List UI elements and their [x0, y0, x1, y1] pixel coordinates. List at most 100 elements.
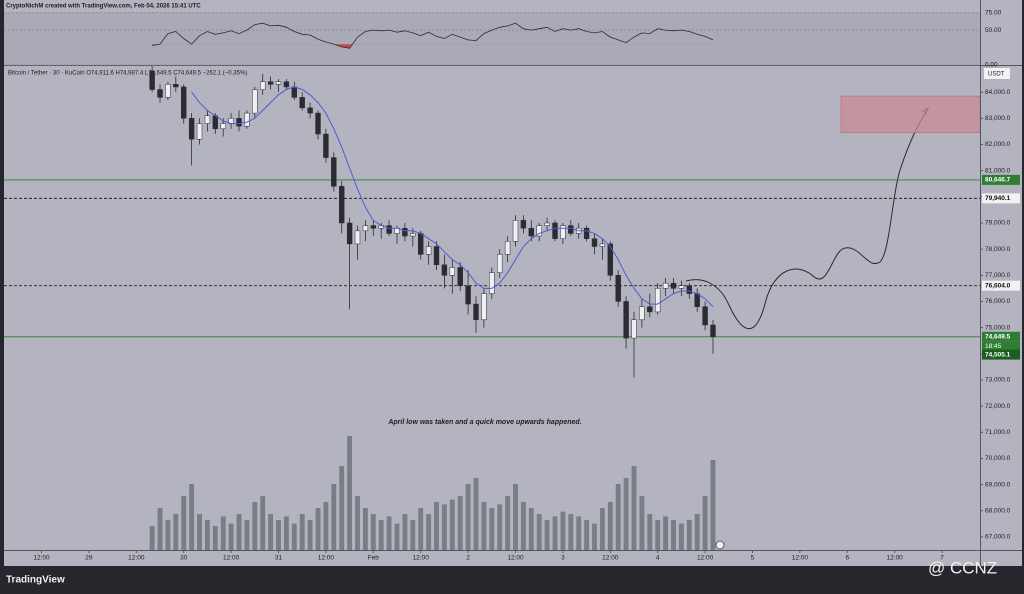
- volume-bar: [378, 520, 384, 550]
- volume-bar: [702, 496, 708, 550]
- level-label-box: [982, 174, 1020, 185]
- volume-bar: [560, 511, 566, 550]
- x-tick-label: 4: [656, 555, 660, 562]
- y-tick-label: 82,000.0: [985, 141, 1011, 148]
- y-tick-label: 79,000.0: [985, 220, 1011, 227]
- candle-body: [441, 264, 448, 276]
- candle-body: [615, 275, 621, 302]
- volume-bar: [347, 436, 353, 550]
- candle-body: [449, 267, 456, 276]
- volume-bar: [663, 516, 669, 550]
- candle-body: [647, 306, 653, 313]
- x-tick-label: Feb: [368, 555, 380, 562]
- candle-body: [165, 84, 171, 98]
- rsi-tick-label: 75.00: [985, 9, 1002, 16]
- volume-bar: [710, 460, 716, 550]
- volume-bar: [276, 520, 281, 550]
- candle-body: [560, 225, 566, 239]
- y-tick-label: 72,000.0: [985, 403, 1011, 410]
- level-label-box: [982, 331, 1020, 342]
- candle-body: [631, 319, 637, 339]
- candle-body: [544, 222, 550, 226]
- volume-bar: [465, 484, 471, 550]
- candle-body: [354, 230, 361, 245]
- volume-bar: [204, 520, 210, 550]
- candle-body: [331, 157, 337, 187]
- x-tick-label: 7: [940, 555, 944, 562]
- level-label-box: [982, 280, 1020, 291]
- volume-bar: [505, 496, 511, 550]
- y-tick-label: 73,000.0: [985, 377, 1011, 384]
- volume-bar: [291, 523, 297, 550]
- volume-bar: [418, 508, 424, 550]
- volume-bar: [362, 508, 368, 550]
- volume-bar: [655, 520, 661, 550]
- candle-body: [504, 241, 511, 255]
- candle-body: [568, 225, 574, 234]
- y-tick-label: 76,000.0: [985, 298, 1011, 305]
- x-tick-label: 12:00: [697, 555, 714, 562]
- target-zone: [840, 95, 980, 134]
- candle-body: [212, 115, 219, 130]
- volume-bar: [212, 526, 218, 550]
- candle-body: [418, 233, 424, 255]
- candle-body: [386, 225, 392, 234]
- volume-bar: [615, 484, 621, 550]
- x-tick-label: 12:00: [33, 555, 50, 562]
- volume-bar: [244, 520, 250, 550]
- volume-bar: [394, 523, 400, 550]
- rsi-tick-label: 0.00: [985, 62, 998, 69]
- volume-bar: [307, 520, 313, 550]
- moving-average: [191, 86, 714, 308]
- candle-body: [489, 272, 495, 294]
- projection-path: [685, 107, 929, 329]
- candle-body: [220, 123, 226, 130]
- volume-bar: [173, 514, 179, 550]
- volume-bar: [686, 520, 692, 550]
- candle-body: [307, 107, 313, 114]
- candle-body: [252, 89, 258, 114]
- x-tick-label: 31: [275, 555, 283, 562]
- volume-bar: [228, 523, 234, 550]
- candle-body: [552, 222, 558, 239]
- candle-body: [267, 81, 274, 85]
- header: CryptoNichM created with TradingView.com…: [6, 4, 201, 10]
- y-tick-label: 77,000.0: [985, 272, 1011, 279]
- volume-bar: [607, 502, 613, 550]
- volume-bar: [339, 466, 345, 550]
- main-pane: [4, 66, 980, 550]
- volume-bar: [157, 508, 163, 550]
- candle-body: [283, 81, 290, 88]
- candle-body: [702, 306, 708, 326]
- volume-bar: [197, 514, 202, 550]
- candle-body: [188, 118, 195, 140]
- candle-body: [694, 293, 700, 307]
- candle-body: [481, 293, 487, 321]
- bid-label: 74,505.1: [985, 351, 1011, 358]
- candle-body: [323, 133, 329, 158]
- volume-bar: [489, 508, 495, 550]
- candle-body: [528, 227, 534, 237]
- volume-bar: [552, 516, 558, 550]
- y-tick-label: 84,000.0: [985, 89, 1011, 96]
- volume-bar: [283, 516, 289, 550]
- candle-body: [291, 86, 298, 98]
- candle-body: [196, 123, 203, 140]
- bid-box: [982, 349, 1020, 360]
- candle-body: [623, 301, 629, 339]
- candle-body: [678, 285, 685, 289]
- volume-bar: [252, 502, 258, 550]
- x-tick-label: 30: [180, 555, 188, 562]
- volume-bar: [568, 514, 574, 550]
- x-tick-label: 5: [751, 555, 755, 562]
- rsi-line: [152, 22, 714, 49]
- candle-body: [181, 86, 187, 119]
- candle-body: [591, 238, 598, 247]
- x-tick-label: 3: [561, 555, 565, 562]
- candle-body: [244, 112, 250, 127]
- volume-bar: [623, 478, 629, 550]
- currency-box: [984, 68, 1010, 79]
- replay-icon[interactable]: [715, 540, 725, 550]
- volume-bar: [268, 514, 274, 550]
- watermark: @ CCNZ: [928, 558, 997, 577]
